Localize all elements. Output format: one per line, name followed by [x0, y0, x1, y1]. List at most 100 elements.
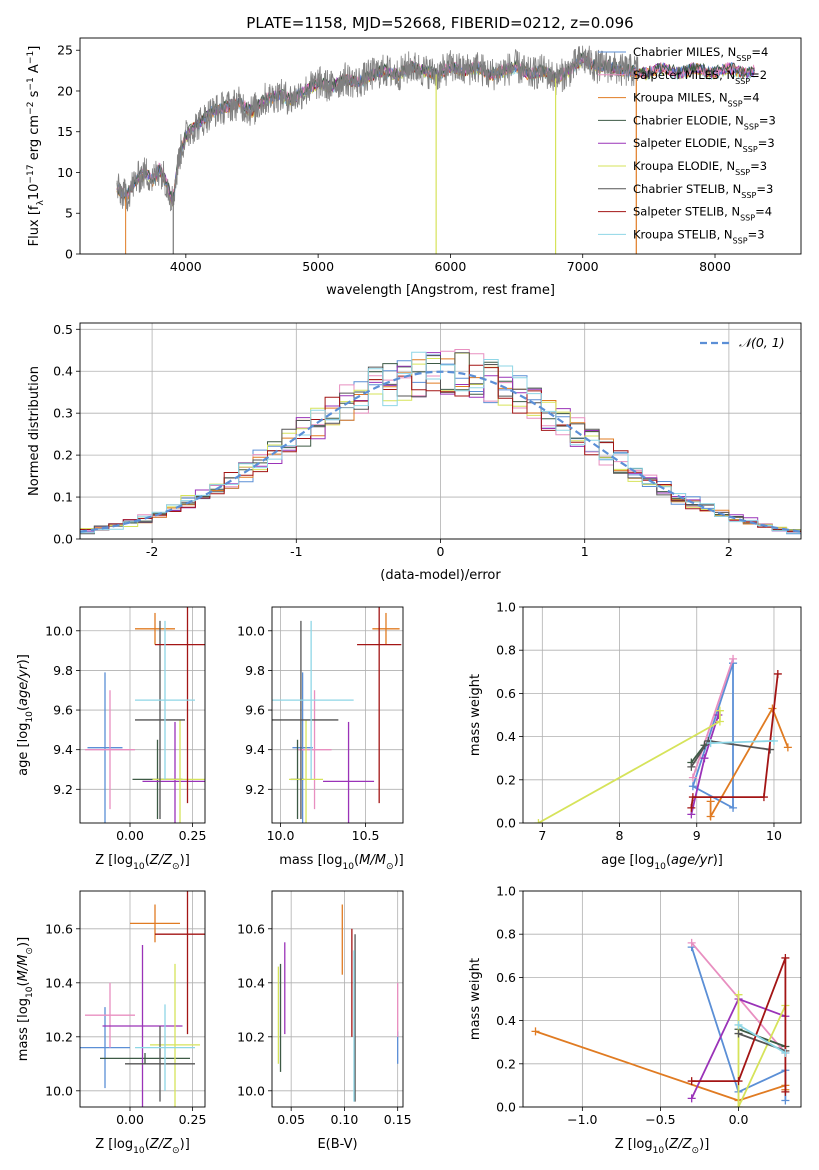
weight-marker: [687, 762, 696, 771]
label-part: age [log: [16, 723, 31, 776]
errorbar-point: [289, 719, 324, 823]
legend-entry: Kroupa ELODIE, NSSP=3: [633, 159, 767, 177]
errorbar-point: [135, 1004, 195, 1091]
weight-line: [738, 1028, 786, 1048]
errorbar-point: [323, 721, 375, 823]
label-part: (: [354, 853, 359, 868]
z-mass-ylabel: mass [log10(M/M⊙)]: [16, 937, 35, 1061]
x-tick-label: 6000: [435, 259, 467, 274]
figure-title: PLATE=1158, MJD=52668, FIBERID=0212, z=0…: [246, 14, 633, 32]
errorbars-mass-age: [272, 607, 402, 823]
label-part: (: [16, 981, 31, 986]
spectrum-frame: [79, 37, 802, 255]
label-part: Z [log: [95, 853, 133, 868]
label-part: =3: [759, 113, 776, 127]
x-tick-label: 0: [437, 544, 445, 559]
y-tick-label: 0.0: [496, 816, 516, 831]
weight-line: [692, 658, 734, 778]
label-part: =3: [748, 227, 765, 241]
y-tick-label: 0.0: [53, 532, 73, 547]
series-kroupa-stelib: [706, 736, 778, 748]
y-tick-label: 0.5: [53, 322, 73, 337]
x-tick-label: 0.05: [277, 1112, 305, 1127]
y-tick-label: 0.8: [496, 927, 516, 942]
y-tick-label: 5: [65, 206, 73, 221]
errorbar-point: [372, 612, 400, 645]
weight-marker: [714, 711, 723, 719]
series-kroupa-elodie: [534, 706, 724, 823]
label-part: ⊙: [386, 862, 394, 872]
errorbar-point: [135, 620, 195, 780]
label-part: −1: [26, 77, 36, 90]
y-tick-label: 10.2: [237, 1029, 265, 1044]
label-part: =4: [755, 205, 772, 219]
errorbar-point: [135, 612, 175, 645]
histogram-steps: [80, 349, 801, 539]
y-tick-label: 1.0: [496, 884, 516, 899]
label-part: −1: [26, 51, 36, 64]
weight-marker: [700, 754, 709, 763]
label-part: (: [145, 1137, 150, 1152]
legend-entry: Salpeter ELODIE, NSSP=3: [633, 136, 775, 154]
z-age-frame: [79, 606, 206, 824]
label-part: )]: [394, 853, 404, 868]
axes-mass-age: 10.0 10.5 9.2 9.4 9.6 9.8 10.0: [237, 607, 403, 843]
label-part: M/M: [16, 955, 31, 982]
y-tick-label: 10.0: [237, 623, 265, 638]
age-weight-ylabel: mass weight: [468, 674, 483, 756]
errorbar-point: [272, 620, 354, 780]
errorbar-point: [155, 607, 205, 804]
legend-entry: Salpeter MILES, NSSP=2: [633, 68, 767, 86]
ebv-mass-xlabel: E(B-V): [317, 1137, 357, 1152]
weight-marker: [715, 706, 724, 715]
label-part: SSP: [735, 76, 750, 85]
label-part: −17: [26, 164, 36, 183]
weight-line: [738, 1024, 786, 1054]
residuals-frame: [79, 322, 802, 540]
label-part: =3: [750, 159, 767, 173]
x-tick-label: 1: [581, 544, 589, 559]
spectrum-lines: [116, 45, 755, 254]
weight-marker: [715, 717, 724, 726]
weight-marker: [706, 797, 715, 806]
y-tick-label: 20: [57, 83, 73, 98]
y-tick-label: 15: [57, 124, 73, 139]
gaussian-curve: [80, 370, 801, 533]
y-tick-label: 0.1: [53, 490, 73, 505]
legend-entry: Chabrier ELODIE, NSSP=3: [633, 113, 776, 130]
weight-marker: [729, 803, 738, 812]
label-part: ]: [27, 46, 42, 51]
histogram-salpeter-stelib: [80, 364, 801, 539]
series-salpeter-elodie: [687, 711, 723, 819]
weight-marker: [781, 1087, 790, 1096]
axes-spectrum: 4000 5000 6000 7000 8000 0 5 10 15 20 25: [57, 43, 731, 274]
z-mass-xlabel: Z [log10(Z/Z⊙)]: [95, 1137, 190, 1156]
label-part: SSP: [744, 122, 759, 131]
label-part: SSP: [740, 213, 755, 222]
weight-marker: [688, 782, 697, 791]
errorbar-point: [130, 904, 180, 943]
weight-marker: [759, 793, 768, 802]
label-part: Chabrier ELODIE, N: [633, 113, 744, 127]
weight-lines-age-weight: [534, 654, 792, 823]
label-part: age/yr: [16, 663, 31, 706]
y-tick-label: 9.6: [53, 703, 73, 718]
mass-age-frame: [271, 606, 404, 824]
x-tick-label: -2: [146, 544, 158, 559]
weight-line: [690, 673, 779, 809]
label-part: ⊙: [25, 947, 35, 955]
y-tick-label: 10.2: [45, 1029, 73, 1044]
label-part: s: [27, 90, 42, 101]
errorbar-point: [135, 620, 185, 820]
label-part: )]: [699, 1137, 709, 1152]
weight-marker: [534, 819, 543, 823]
label-part: λ: [36, 200, 46, 206]
legend-gaussian-label: 𝒩(0, 1): [739, 335, 785, 350]
label-part: 10: [25, 711, 35, 723]
axes-z-mass: 0.00 0.25 10.0 10.2 10.4 10.6: [45, 891, 206, 1127]
z-age-ylabel: age [log10(age/yr)]: [16, 654, 35, 776]
y-tick-label: 0.6: [496, 970, 516, 985]
label-part: SSP: [736, 54, 751, 63]
